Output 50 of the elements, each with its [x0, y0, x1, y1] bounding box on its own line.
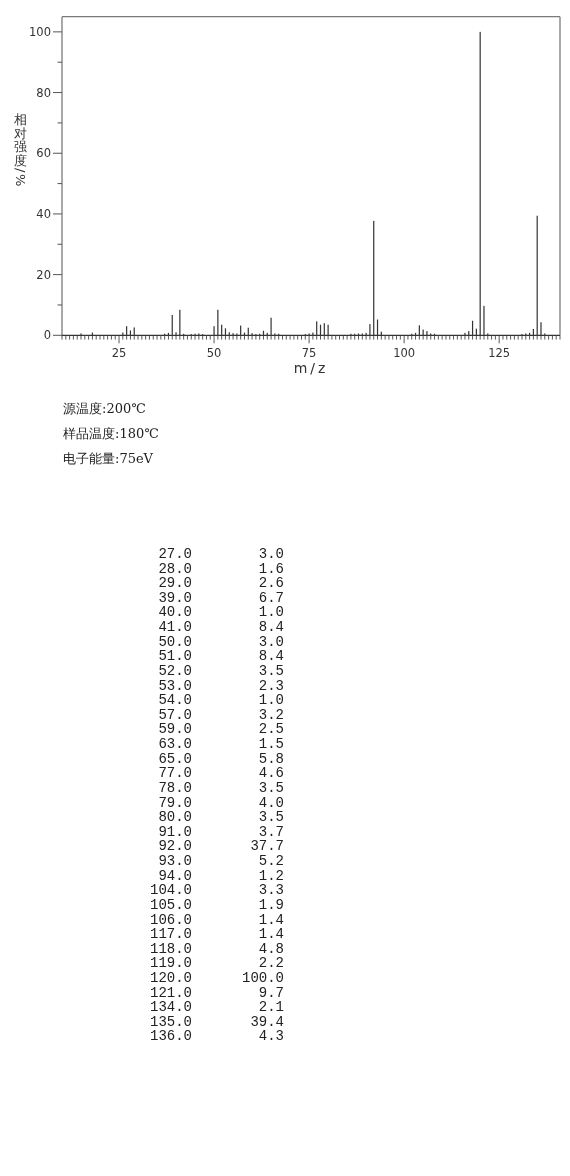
text: 39.0 6.7	[158, 589, 284, 606]
text: 样品温度:180℃	[63, 426, 159, 441]
text: 134.0 2.1	[149, 999, 284, 1016]
x-tick-label: 125	[488, 346, 511, 361]
y-tick-label: 20	[36, 267, 51, 282]
text: 119.0 2.2	[149, 955, 284, 972]
x-tick-label: 75	[301, 346, 317, 361]
text: 源温度:200℃	[63, 401, 146, 416]
text: 27.0 3.0	[158, 546, 284, 562]
y-tick-label: 100	[29, 24, 51, 39]
text: 52.0 3.5	[158, 662, 284, 679]
x-tick-label: 100	[393, 346, 416, 361]
text: 105.0 1.9	[149, 896, 284, 913]
text: 54.0 1.0	[158, 692, 284, 709]
text: 135.0 39.4	[149, 1013, 284, 1030]
text: 40.0 1.0	[158, 604, 284, 621]
text: 78.0 3.5	[158, 779, 284, 796]
text: 53.0 2.3	[158, 677, 284, 694]
y-tick-label: 0	[43, 328, 51, 343]
text: 50.0 3.0	[158, 633, 284, 650]
text: 117.0 1.4	[149, 926, 284, 943]
text: 136.0 4.3	[149, 1028, 284, 1045]
text: 118.0 4.8	[149, 940, 284, 957]
text: 63.0 1.5	[158, 736, 284, 753]
text: 92.0 37.7	[158, 838, 284, 855]
text: 电子能量:75eV	[63, 451, 154, 466]
x-axis-title: m/z	[293, 360, 329, 377]
y-tick-label: 60	[36, 146, 51, 161]
text: 91.0 3.7	[158, 823, 284, 840]
text: 65.0 5.8	[158, 750, 284, 767]
text: 77.0 4.6	[158, 765, 284, 782]
text: 29.0 2.6	[158, 575, 284, 592]
y-axis-title: 相对强度/%	[13, 112, 28, 187]
text: 120.0 100.0	[149, 969, 284, 986]
text: 79.0 4.0	[158, 794, 284, 811]
text: 104.0 3.3	[149, 882, 284, 899]
text: 93.0 5.2	[158, 853, 284, 870]
text: 28.0 1.6	[158, 560, 284, 577]
text: 121.0 9.7	[149, 984, 284, 1001]
text: 106.0 1.4	[149, 911, 284, 928]
x-tick-label: 50	[206, 346, 222, 361]
text: 80.0 3.5	[158, 809, 284, 826]
text: 59.0 2.5	[158, 721, 284, 738]
text: 57.0 3.2	[158, 706, 284, 723]
text: 41.0 8.4	[158, 619, 284, 636]
y-tick-label: 40	[36, 206, 51, 221]
text: 94.0 1.2	[158, 867, 284, 884]
y-tick-label: 80	[36, 85, 51, 100]
text: 51.0 8.4	[158, 648, 284, 665]
x-tick-label: 25	[111, 346, 127, 361]
